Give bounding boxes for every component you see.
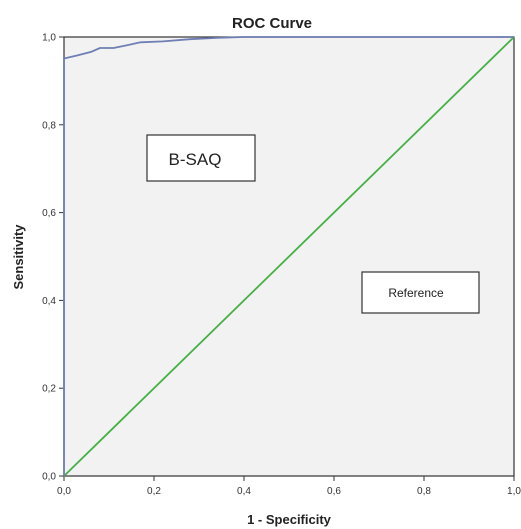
annotation-reference-label: Reference	[388, 286, 444, 300]
y-axis: 0,0 0,2 0,4 0,6 0,8 1,0	[42, 33, 64, 483]
y-tick-label: 0,2	[42, 384, 56, 395]
annotation-bsaq-box: B-SAQ	[146, 134, 256, 182]
x-axis: 0,0 0,2 0,4 0,6 0,8 1,0	[57, 476, 521, 497]
annotation-reference-box: Reference	[361, 271, 480, 314]
y-tick-label: 0,4	[42, 296, 56, 307]
x-tick-label: 0,4	[237, 486, 251, 497]
series-layer	[63, 36, 515, 477]
x-axis-label: 1 - Specificity	[247, 512, 332, 527]
x-tick-label: 0,6	[327, 486, 341, 497]
annotation-bsaq-label: B-SAQ	[169, 150, 222, 169]
x-tick-label: 0,2	[147, 486, 161, 497]
y-tick-label: 0,0	[42, 472, 56, 483]
x-tick-label: 0,8	[417, 486, 431, 497]
chart-title: ROC Curve	[232, 15, 312, 32]
y-tick-label: 0,6	[42, 208, 56, 219]
y-axis-label: Sensitivity	[11, 224, 26, 290]
series-line-b-saq	[63, 36, 514, 476]
series-line-reference	[63, 36, 515, 477]
y-tick-label: 1,0	[42, 33, 56, 44]
x-tick-label: 0,0	[57, 486, 71, 497]
y-tick-label: 0,8	[42, 120, 56, 131]
x-tick-label: 1,0	[507, 486, 521, 497]
